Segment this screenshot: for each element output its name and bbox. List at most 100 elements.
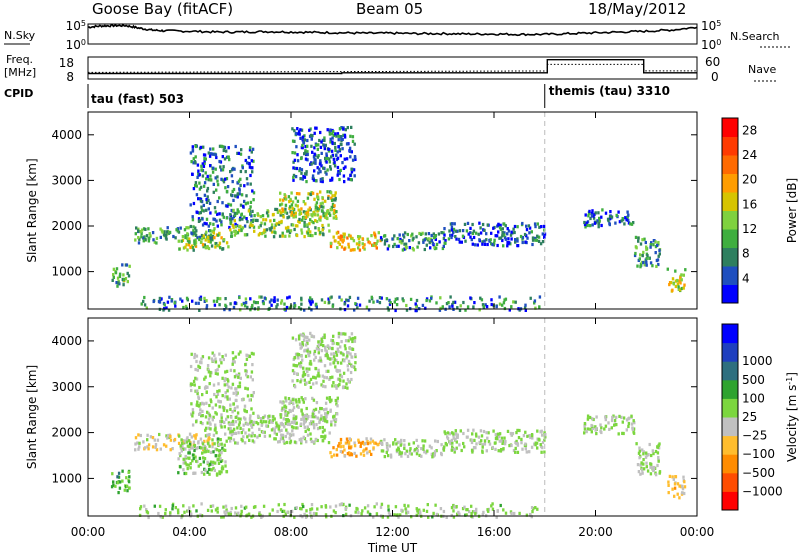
power-cell — [373, 233, 377, 237]
power-cell — [363, 243, 366, 247]
velocity-cell — [347, 444, 351, 448]
power-cell — [144, 227, 147, 231]
power-cell — [219, 246, 222, 250]
power-cell — [298, 192, 301, 196]
power-cell — [228, 308, 231, 312]
power-cell — [409, 297, 413, 301]
velocity-cell — [142, 440, 145, 444]
freq-tick-label: 18 — [59, 56, 74, 70]
power-cell — [376, 299, 379, 303]
velocity-cell — [256, 414, 260, 418]
velocity-cell — [222, 406, 225, 410]
power-cell — [112, 267, 116, 271]
power-cell — [293, 129, 296, 133]
velocity-cell — [386, 515, 390, 519]
velocity-cell — [340, 375, 344, 379]
velocity-colorbar-segment — [722, 361, 738, 381]
velocity-colorbar-tick-label: 1000 — [742, 354, 773, 368]
power-cell — [274, 207, 277, 211]
velocity-cell — [236, 405, 239, 409]
power-cell — [651, 264, 654, 268]
power-cell — [266, 209, 269, 213]
velocity-cell — [189, 364, 193, 369]
power-cell — [414, 309, 417, 313]
velocity-cell — [209, 460, 213, 464]
velocity-cell — [184, 461, 187, 465]
power-cell — [222, 165, 225, 169]
power-cell — [278, 234, 282, 238]
power-cell — [444, 239, 447, 243]
power-colorbar-tick-label: 8 — [742, 247, 750, 261]
power-cell — [465, 229, 469, 233]
velocity-cell — [365, 437, 368, 441]
velocity-cell — [233, 408, 236, 412]
velocity-cell — [405, 449, 408, 453]
power-cell — [317, 171, 320, 175]
power-cell — [116, 276, 120, 280]
power-cell — [305, 172, 308, 176]
power-cell — [464, 308, 467, 312]
velocity-cell — [229, 426, 232, 431]
power-cell — [253, 214, 256, 218]
velocity-cell — [422, 444, 425, 448]
freq-frame — [87, 56, 698, 80]
power-cell — [325, 152, 328, 156]
power-cell — [270, 226, 273, 230]
velocity-cell — [406, 510, 410, 514]
power-cell — [212, 299, 216, 303]
power-cell — [115, 267, 119, 271]
power-cell — [440, 231, 443, 235]
velocity-cell — [328, 398, 331, 402]
velocity-cell — [211, 462, 214, 467]
power-cell — [296, 153, 299, 157]
power-cell — [300, 168, 304, 172]
velocity-cell — [193, 383, 196, 387]
velocity-cell — [237, 423, 241, 427]
power-cell — [533, 299, 537, 303]
velocity-cell — [487, 431, 490, 435]
power-cell — [269, 228, 272, 232]
power-cell — [231, 223, 234, 227]
power-cell — [215, 155, 218, 160]
velocity-cell — [195, 420, 198, 424]
power-cell — [197, 217, 201, 221]
velocity-cell — [207, 435, 210, 439]
velocity-cell — [224, 395, 227, 399]
velocity-cell — [330, 423, 333, 427]
power-cell — [273, 230, 276, 234]
power-cell — [134, 232, 137, 236]
power-cell — [333, 210, 337, 214]
velocity-cell — [642, 462, 645, 466]
velocity-cell — [270, 428, 274, 432]
velocity-cell — [219, 419, 222, 424]
velocity-cell — [321, 335, 325, 340]
power-cell — [456, 229, 459, 233]
velocity-cell — [248, 438, 251, 442]
velocity-cell — [256, 422, 260, 426]
velocity-cell — [346, 364, 349, 368]
velocity-cell — [146, 511, 150, 515]
power-cell — [206, 235, 210, 239]
velocity-cell — [164, 508, 167, 512]
power-cell — [184, 236, 187, 240]
power-cell — [350, 170, 354, 174]
power-cell — [232, 305, 236, 309]
velocity-cell — [350, 453, 354, 457]
power-cell — [680, 273, 683, 277]
power-cell — [305, 170, 308, 174]
velocity-cell — [423, 450, 426, 454]
velocity-cell — [320, 349, 324, 353]
velocity-cell — [335, 384, 338, 389]
power-cell — [196, 175, 199, 179]
velocity-cell — [161, 515, 164, 519]
velocity-cell — [189, 382, 193, 386]
power-cell — [270, 298, 273, 302]
power-cell — [590, 211, 594, 215]
velocity-cell — [329, 408, 332, 412]
power-cell — [251, 147, 255, 151]
power-cell — [316, 192, 319, 196]
velocity-cell — [308, 362, 312, 366]
power-cell — [192, 248, 195, 252]
power-cell — [229, 170, 232, 174]
velocity-cell — [482, 429, 486, 434]
